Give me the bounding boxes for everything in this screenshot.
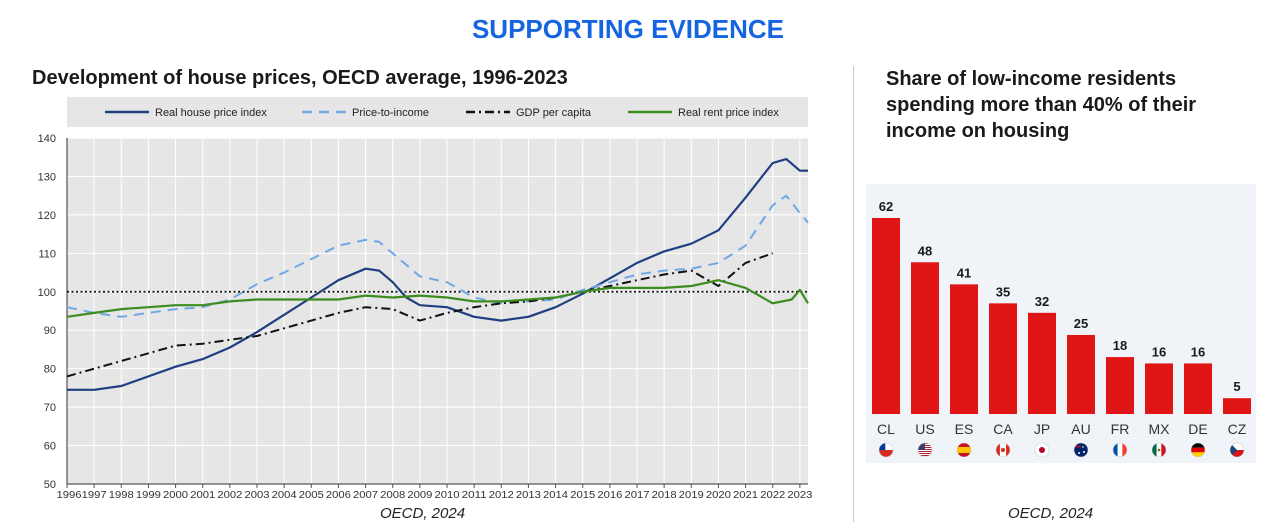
bar-value-label: 16 (1191, 344, 1205, 359)
bar-category-label: CA (993, 421, 1013, 437)
bar-cz (1223, 398, 1251, 414)
y-tick-label: 80 (44, 364, 56, 376)
legend-label: Real house price index (155, 107, 267, 119)
x-tick-label: 2000 (163, 490, 188, 501)
x-tick-label: 2021 (733, 490, 758, 501)
y-tick-label: 70 (44, 402, 56, 414)
flag-canada-icon (995, 442, 1011, 458)
bar-value-label: 5 (1233, 379, 1240, 394)
y-tick-label: 50 (44, 479, 56, 491)
x-tick-label: 2008 (380, 490, 405, 501)
flag-mexico-icon (1151, 442, 1167, 458)
x-tick-label: 1998 (109, 490, 134, 501)
x-tick-label: 2014 (543, 490, 568, 501)
y-tick-label: 110 (38, 248, 56, 260)
x-tick-label: 2011 (462, 490, 487, 501)
x-tick-label: 2016 (597, 490, 622, 501)
y-tick-label: 90 (44, 325, 56, 337)
bar-value-label: 48 (918, 243, 932, 258)
x-tick-label: 2023 (787, 490, 812, 501)
x-tick-label: 2019 (679, 490, 704, 501)
flag-czechia-icon (1229, 442, 1245, 458)
bar-us (911, 262, 939, 414)
bar-category-label: JP (1034, 421, 1050, 437)
x-tick-label: 1996 (57, 490, 82, 501)
bar-value-label: 18 (1113, 338, 1127, 353)
bar-jp (1028, 312, 1056, 414)
bar-value-label: 41 (957, 265, 971, 280)
x-tick-label: 2012 (489, 490, 514, 501)
x-tick-label: 2006 (326, 490, 351, 501)
bar-category-label: MX (1149, 421, 1171, 437)
x-tick-label: 2009 (407, 490, 432, 501)
x-tick-label: 2001 (190, 490, 215, 501)
flag-germany-icon (1190, 442, 1206, 458)
x-tick-label: 2007 (353, 490, 378, 501)
x-tick-label: 1997 (82, 490, 107, 501)
bar-mx (1145, 363, 1173, 414)
x-tick-label: 2005 (299, 490, 324, 501)
flag-chile-icon (878, 442, 894, 458)
x-tick-label: 2010 (435, 490, 460, 501)
bar-value-label: 25 (1074, 316, 1088, 331)
bar-de (1184, 363, 1212, 414)
bar-au (1067, 334, 1095, 414)
bar-cl (872, 218, 900, 414)
flag-australia-icon (1073, 442, 1089, 458)
flag-spain-icon (956, 442, 972, 458)
bar-value-label: 62 (879, 199, 893, 214)
bar-category-label: CZ (1228, 421, 1247, 437)
line-chart-source: OECD, 2024 (380, 505, 466, 522)
bar-es (950, 284, 978, 414)
bar-chart-title: Share of low-income residents spending m… (886, 68, 1197, 142)
bar-fr (1106, 357, 1134, 414)
bar-ca (989, 303, 1017, 414)
legend-label: GDP per capita (516, 107, 592, 119)
flag-usa-icon (917, 442, 933, 458)
x-tick-label: 1999 (136, 490, 161, 501)
legend-label: Real rent price index (678, 107, 779, 119)
x-tick-label: 2018 (652, 490, 677, 501)
x-tick-label: 2017 (625, 490, 650, 501)
x-tick-label: 2020 (706, 490, 731, 501)
y-tick-label: 120 (38, 210, 56, 222)
bar-category-label: AU (1071, 421, 1090, 437)
bar-category-label: ES (955, 421, 974, 437)
bar-value-label: 35 (996, 284, 1010, 299)
y-tick-label: 140 (38, 133, 56, 145)
y-tick-label: 100 (38, 287, 56, 299)
x-tick-label: 2002 (217, 490, 242, 501)
x-tick-label: 2022 (760, 490, 785, 501)
y-tick-label: 60 (44, 441, 56, 453)
bar-value-label: 16 (1152, 344, 1166, 359)
flag-france-icon (1112, 442, 1128, 458)
x-tick-label: 2004 (272, 490, 297, 501)
series-line-gdp-per-capita (66, 252, 774, 378)
bar-category-label: FR (1111, 421, 1130, 437)
bar-category-label: CL (877, 421, 895, 437)
bar-value-label: 32 (1035, 294, 1049, 309)
series-line-real-house-price-index (67, 158, 808, 391)
x-tick-label: 2003 (245, 490, 270, 501)
legend-background (67, 97, 808, 127)
y-tick-label: 130 (38, 171, 56, 183)
bar-category-label: DE (1188, 421, 1207, 437)
x-tick-label: 2015 (570, 490, 595, 501)
flag-japan-icon (1034, 442, 1050, 458)
line-chart-title: Development of house prices, OECD averag… (32, 67, 568, 89)
page-title: SUPPORTING EVIDENCE (471, 14, 785, 44)
series-line-price-to-income (66, 194, 809, 318)
panel-divider (853, 66, 854, 522)
legend-label: Price-to-income (352, 107, 429, 119)
bar-chart-source: OECD, 2024 (1008, 505, 1094, 522)
series-line-real-rent-price-index (66, 279, 809, 318)
x-tick-label: 2013 (516, 490, 541, 501)
bar-category-label: US (915, 421, 934, 437)
plot-background (67, 138, 808, 484)
